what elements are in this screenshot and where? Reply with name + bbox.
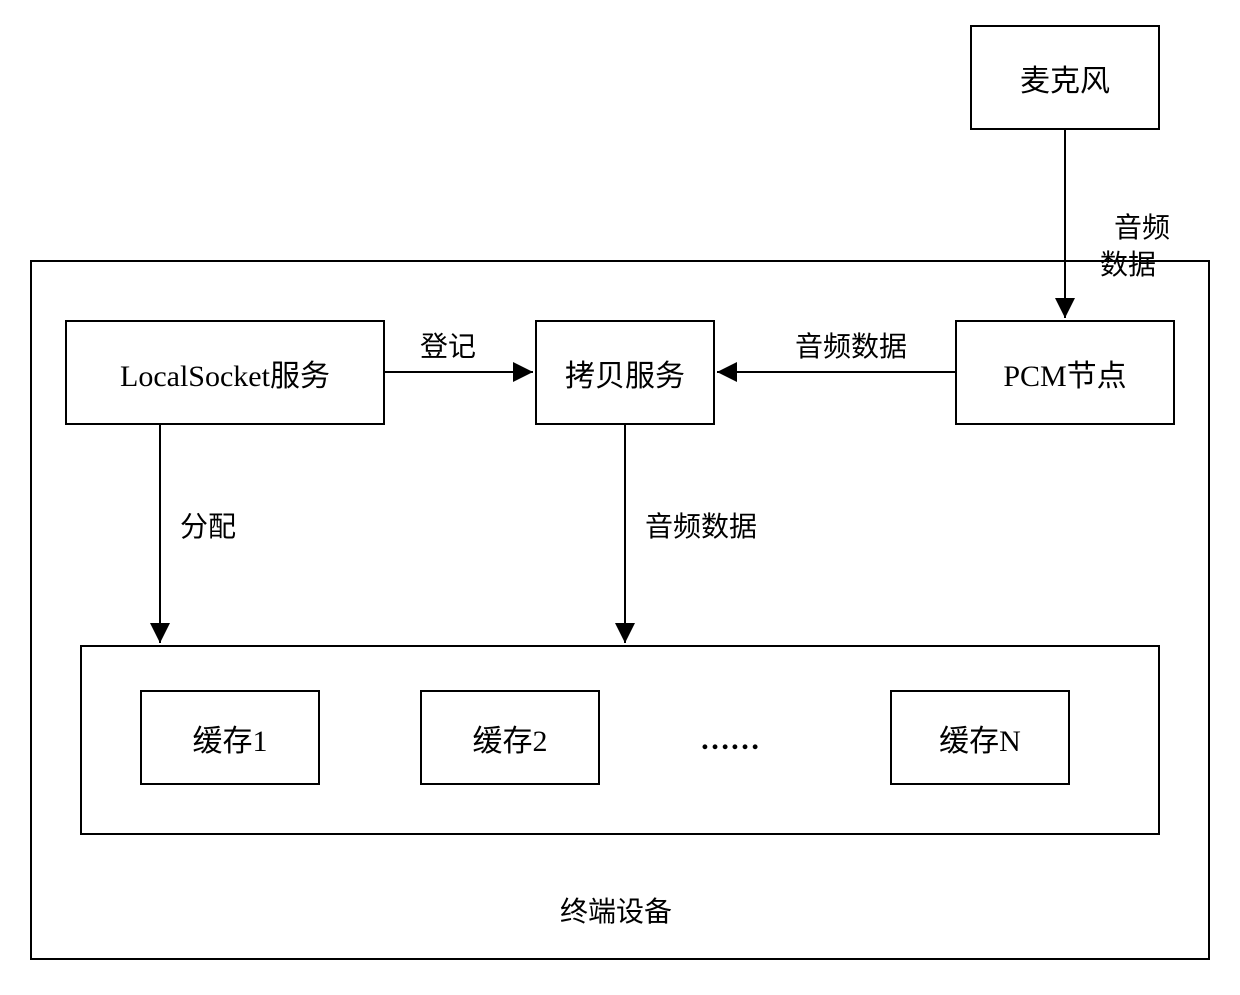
node-cache2-label: 缓存2	[473, 716, 548, 760]
terminal-label: 终端设备	[560, 895, 672, 931]
edge-label-4: 音频数据	[645, 510, 757, 546]
node-cache2: 缓存2	[420, 690, 600, 785]
node-pcmnode: PCM节点	[955, 320, 1175, 425]
edge-label-2: 音频数据	[795, 330, 907, 366]
node-microphone: 麦克风	[970, 25, 1160, 130]
node-ellipsis: ……	[700, 720, 760, 759]
node-copyservice-label: 拷贝服务	[565, 351, 685, 395]
edge-label-1: 登记	[420, 330, 476, 366]
node-cacheN: 缓存N	[890, 690, 1070, 785]
edge-label-3: 分配	[180, 510, 236, 546]
node-localsocket: LocalSocket服务	[65, 320, 385, 425]
node-copyservice: 拷贝服务	[535, 320, 715, 425]
node-localsocket-label: LocalSocket服务	[120, 351, 330, 395]
node-pcmnode-label: PCM节点	[1003, 351, 1126, 395]
node-microphone-label: 麦克风	[1020, 56, 1110, 100]
node-cacheN-label: 缓存N	[939, 716, 1021, 760]
node-cache1: 缓存1	[140, 690, 320, 785]
node-ellipsis-label: ……	[700, 723, 760, 756]
node-cache1-label: 缓存1	[193, 716, 268, 760]
edge-label-0: 音频 数据	[1100, 175, 1170, 284]
